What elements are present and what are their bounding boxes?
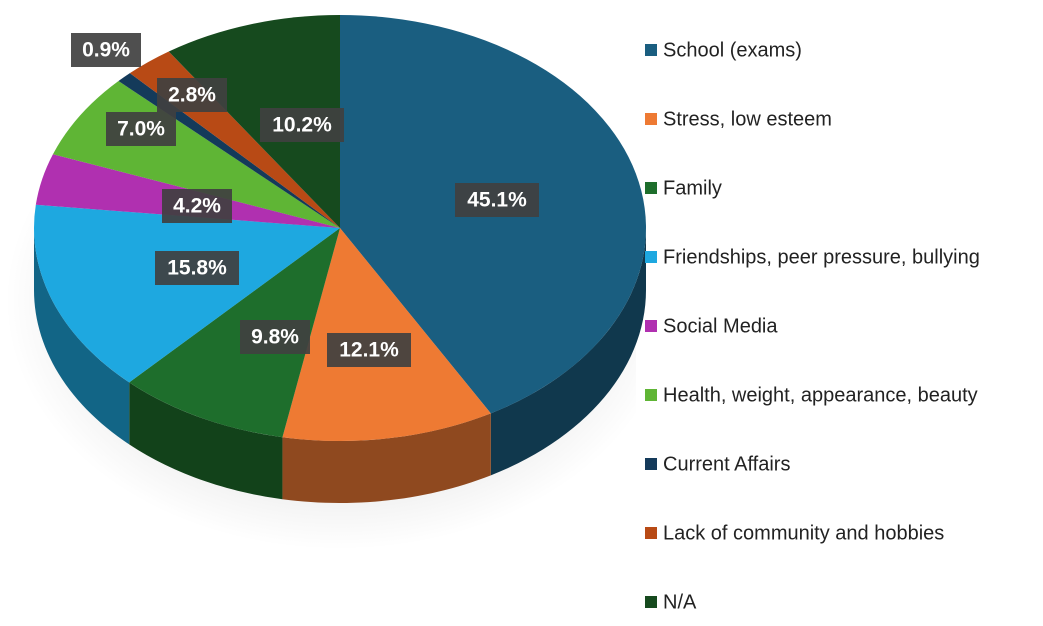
- legend-swatch: [645, 113, 657, 125]
- pie-slice: [33, 204, 340, 383]
- legend-swatch: [645, 320, 657, 332]
- legend-label: Social Media: [663, 315, 778, 337]
- pie-slice: [168, 15, 340, 228]
- data-label-box: [155, 251, 239, 285]
- legend-label: N/A: [663, 591, 697, 613]
- data-label: 2.8%: [168, 84, 216, 107]
- data-label-box: [157, 78, 227, 112]
- pie-side: [129, 382, 283, 500]
- data-label: 0.9%: [82, 39, 130, 62]
- pie-side: [282, 413, 491, 503]
- data-label: 10.2%: [272, 114, 332, 137]
- data-label-box: [240, 320, 310, 354]
- data-label: 12.1%: [339, 339, 399, 362]
- legend-swatch: [645, 389, 657, 401]
- data-label-box: [327, 333, 411, 367]
- legend-label: Family: [663, 177, 722, 199]
- data-label: 15.8%: [167, 257, 227, 280]
- legend-label: Lack of community and hobbies: [663, 522, 944, 544]
- pie-slice: [129, 228, 340, 438]
- legend-swatch: [645, 44, 657, 56]
- legend-swatch: [645, 458, 657, 470]
- pie-side: [34, 228, 130, 445]
- legend-swatch: [645, 182, 657, 194]
- data-label: 4.2%: [173, 195, 221, 218]
- data-label: 9.8%: [251, 326, 299, 349]
- data-label-box: [162, 189, 232, 223]
- data-label-box: [455, 183, 539, 217]
- data-label-box: [71, 33, 141, 67]
- legend-label: Stress, low esteem: [663, 108, 832, 130]
- data-label-box: [106, 112, 176, 146]
- legend-label: Health, weight, appearance, beauty: [663, 384, 978, 406]
- pie-side: [490, 228, 646, 476]
- legend-label: Friendships, peer pressure, bullying: [663, 246, 980, 268]
- legend-swatch: [645, 251, 657, 263]
- legend-swatch: [645, 596, 657, 608]
- legend-label: Current Affairs: [663, 453, 790, 475]
- data-label-box: [260, 108, 344, 142]
- legend-swatch: [645, 527, 657, 539]
- data-label: 45.1%: [467, 189, 527, 212]
- legend-label: School (exams): [663, 39, 802, 61]
- legend-box: [636, 15, 1043, 626]
- data-label: 7.0%: [117, 118, 165, 141]
